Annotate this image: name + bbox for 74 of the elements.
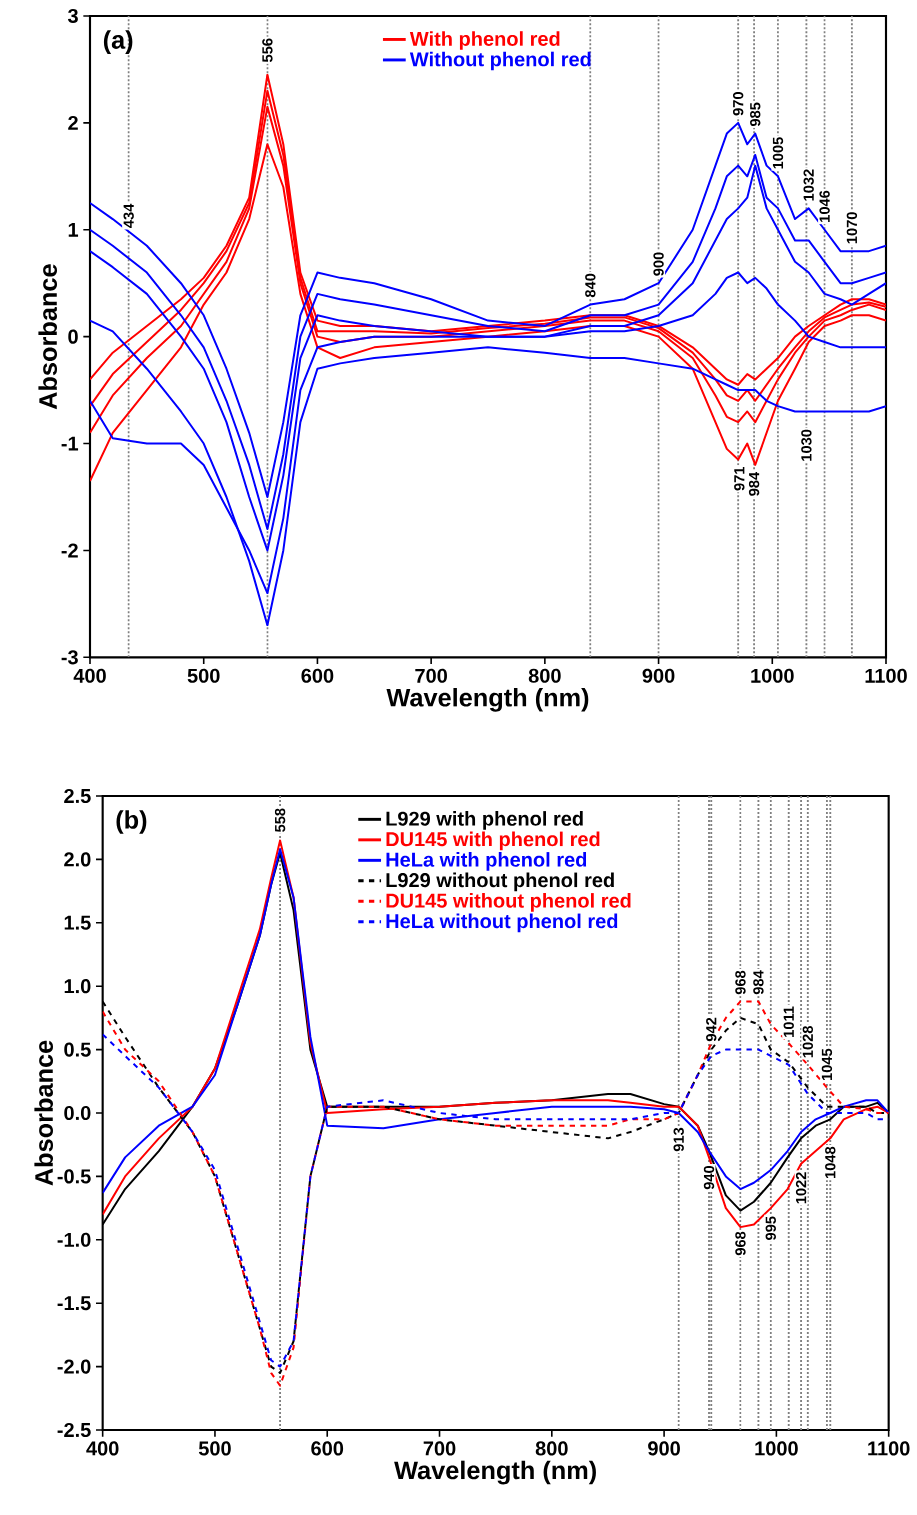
legend-label: DU145 without phenol red [386,893,631,912]
annotation: 968 [735,970,746,995]
annotation: 1046 [819,190,830,222]
x-tick-label: 400 [73,668,106,683]
x-axis-title: Wavelength (nm) [394,1460,596,1485]
annotation: 942 [706,1017,717,1042]
annotation: 1048 [825,1146,836,1179]
annotation: 984 [753,970,764,995]
x-tick-label: 400 [86,1441,119,1456]
annotation: 558 [274,808,286,832]
legend-label: L929 without phenol red [386,872,614,892]
x-tick-label: 500 [198,1441,231,1456]
annotation: 1011 [783,1006,794,1037]
annotation: 985 [750,102,761,127]
x-tick-label: 600 [311,1441,344,1456]
y-tick-label: -0.5 [57,1169,91,1184]
y-axis-title: Absorbance [34,1040,54,1186]
y-tick-label: 2 [68,115,78,130]
x-tick-label: 1100 [868,1441,910,1456]
x-axis-title: Wavelength (nm) [386,688,589,712]
annotation: 970 [732,92,744,116]
annotation: 1070 [846,212,858,244]
legend-label: DU145 with phenol red [386,831,600,851]
annotation: 1005 [772,137,784,169]
y-tick-label: 2.0 [64,852,91,867]
y-tick-label: 2.5 [64,788,91,804]
annotation: 971 [734,466,745,491]
x-tick-label: 800 [535,1441,568,1456]
y-tick-label: -1 [61,436,79,451]
y-tick-label: 3 [67,8,78,24]
x-tick-label: 500 [187,668,220,683]
x-tick-label: 700 [423,1441,456,1456]
annotation: (b) [116,810,147,834]
x-tick-label: 900 [648,1441,680,1456]
legend-label: HeLa with phenol red [386,852,587,871]
y-tick-label: 0 [68,329,78,344]
legend-label: With phenol red [409,31,560,50]
annotation: 1022 [795,1172,807,1204]
annotation: 940 [703,1165,715,1190]
annotation: 995 [765,1216,776,1241]
x-tick-label: 1100 [865,668,907,683]
annotation: 1030 [801,429,812,461]
annotation: 1045 [821,1048,833,1081]
x-tick-label: 1000 [751,668,794,683]
annotation: 900 [653,252,664,276]
annotation: 1032 [803,169,814,201]
y-axis-title: Absorbance [38,264,58,410]
annotation: 840 [585,273,596,298]
x-tick-label: 1000 [755,1441,798,1456]
y-tick-label: -1.5 [57,1296,91,1311]
x-tick-label: 800 [528,668,561,683]
y-tick-label: -1.0 [57,1232,91,1247]
annotation: 968 [735,1231,746,1256]
legend-label: HeLa without phenol red [386,913,618,933]
y-tick-label: -2 [61,543,78,558]
y-tick-label: 1 [68,222,79,237]
annotation: 984 [748,471,760,496]
x-tick-label: 700 [415,668,447,683]
legend-label: Without phenol red [409,51,591,71]
annotation: 434 [123,203,134,228]
annotation: (a) [103,30,133,54]
annotation: 1028 [802,1025,814,1058]
annotation: 913 [673,1127,684,1152]
y-tick-label: 1.0 [64,979,91,994]
y-tick-label: 0.5 [64,1042,91,1057]
y-tick-label: -2.0 [57,1359,91,1374]
y-tick-label: 1.5 [64,915,91,930]
x-tick-label: 600 [301,668,334,683]
x-tick-label: 900 [642,668,675,683]
y-tick-label: -2.5 [57,1422,91,1438]
legend-label: L929 with phenol red [386,811,583,830]
y-tick-label: -3 [61,650,78,665]
y-tick-label: 0.0 [64,1105,91,1121]
annotation: 556 [262,38,273,63]
